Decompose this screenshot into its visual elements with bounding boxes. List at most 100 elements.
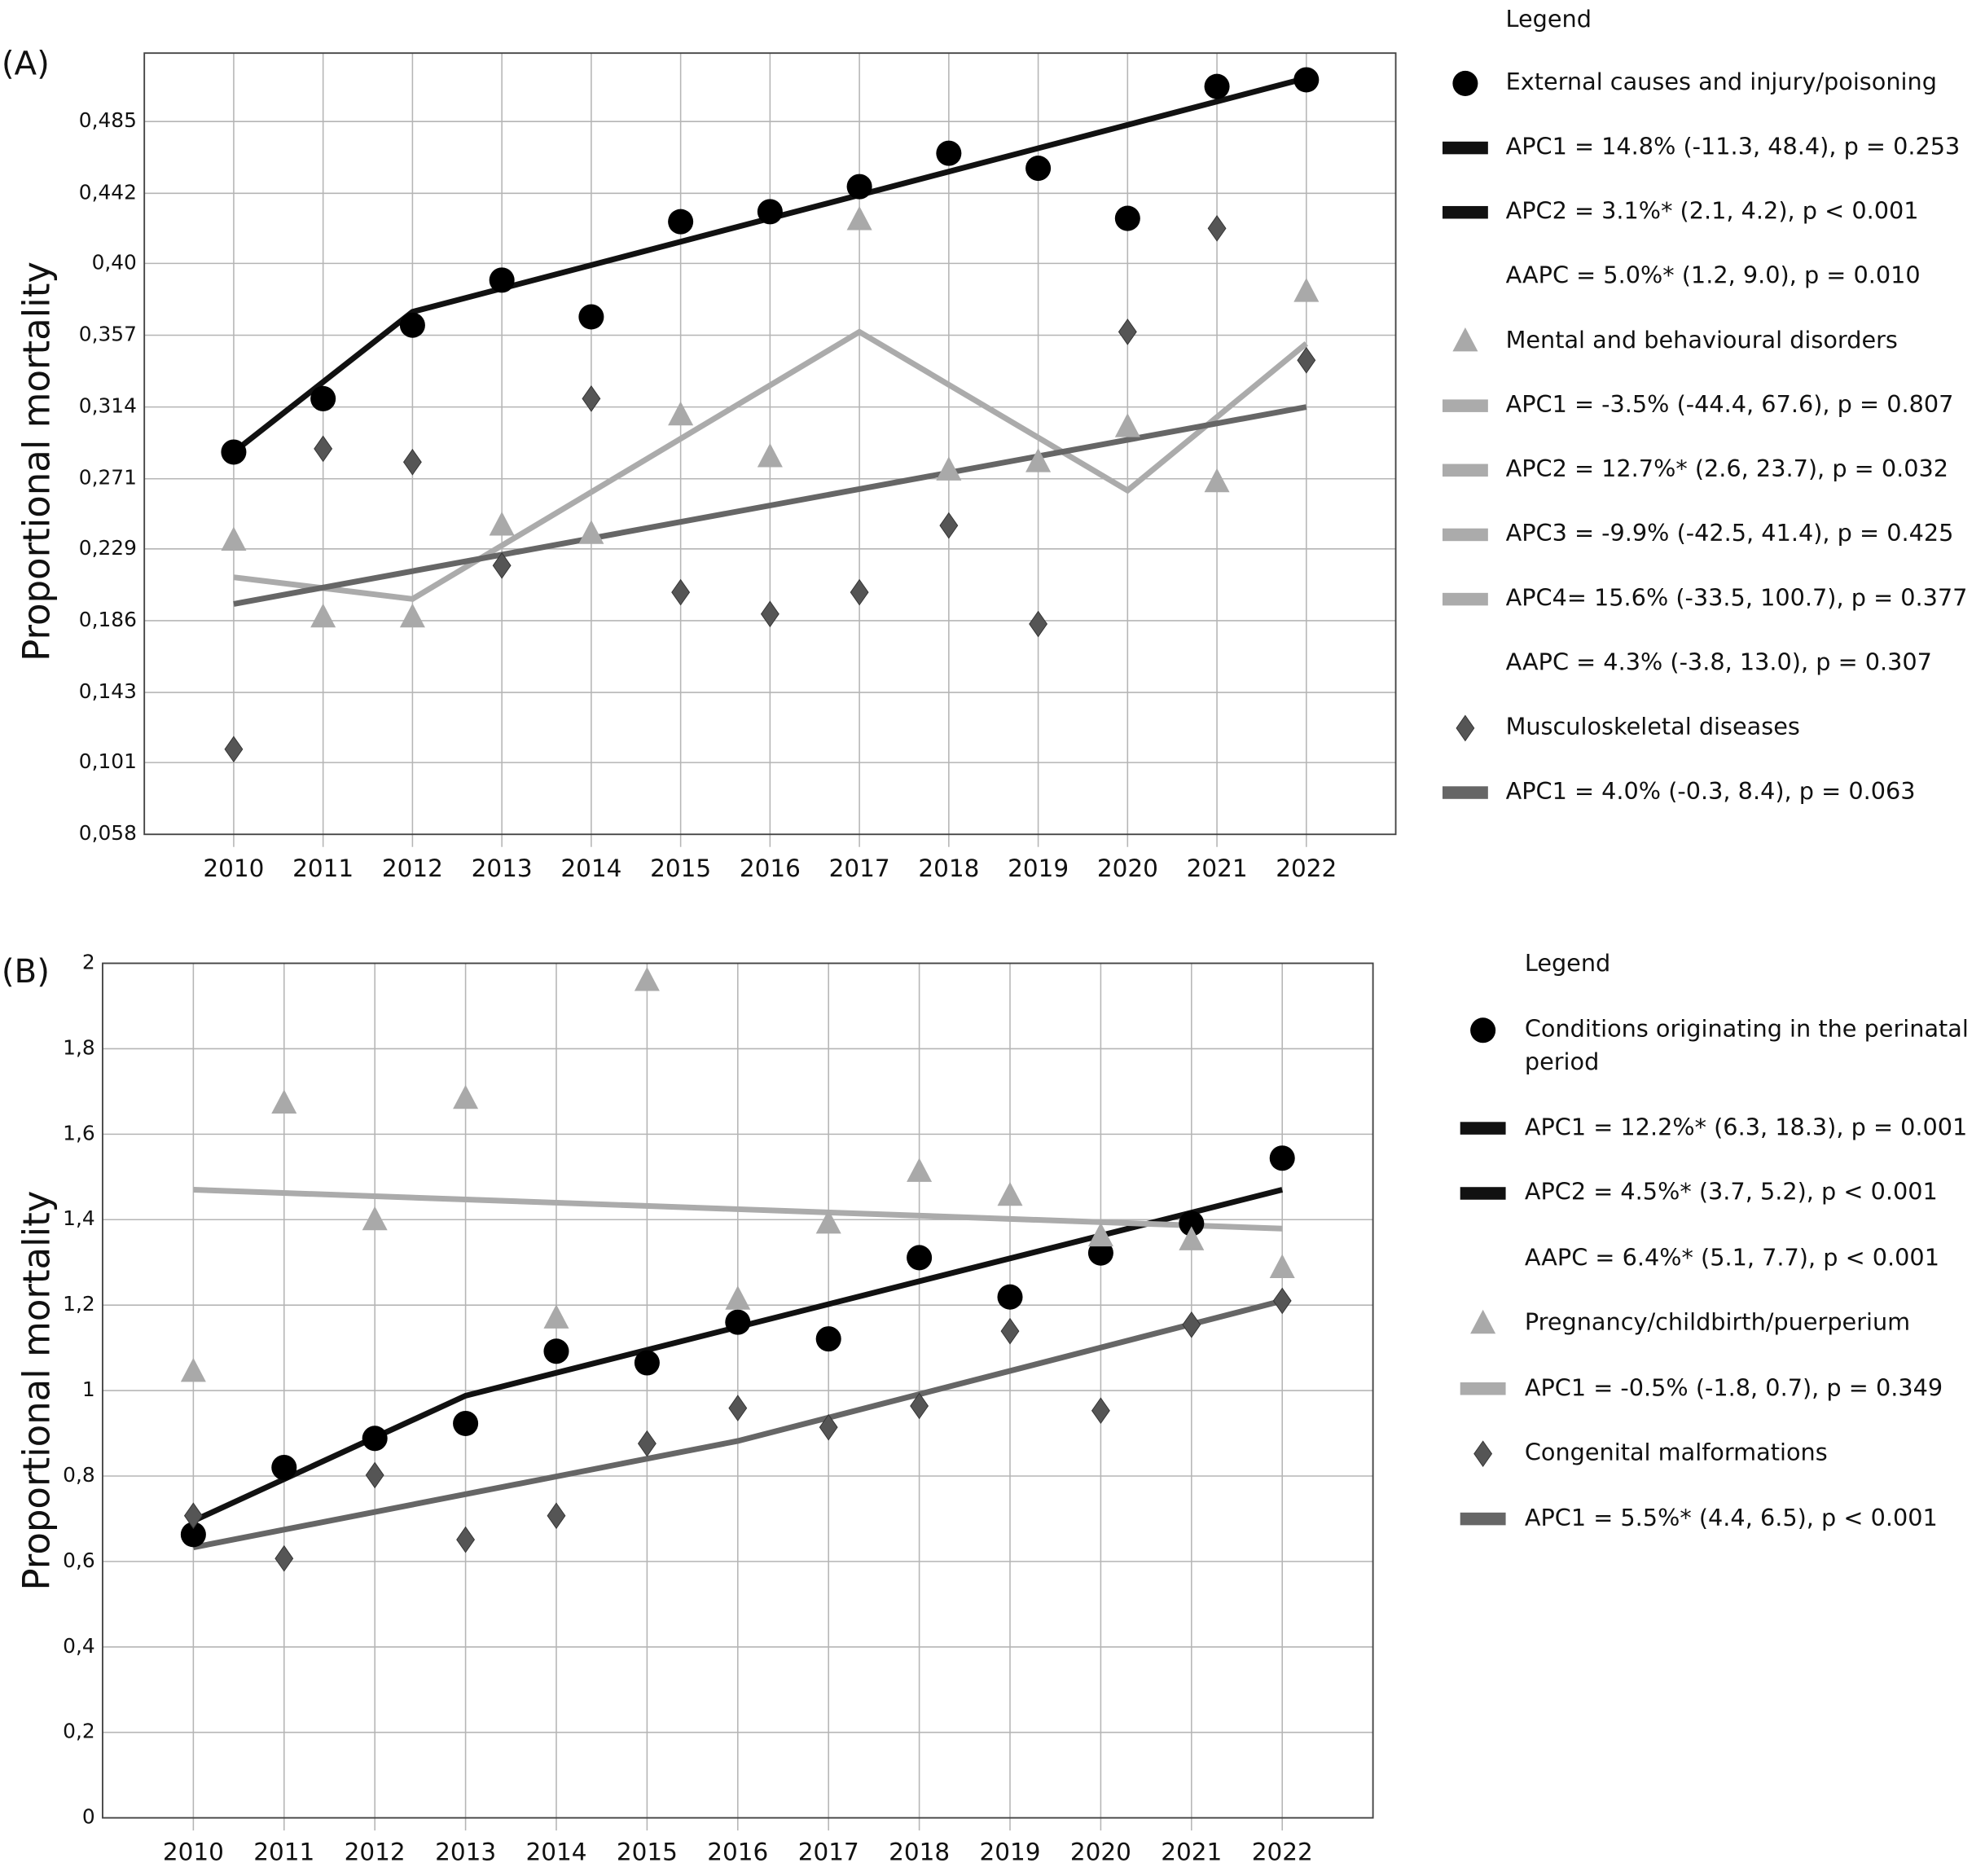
legend-label-box: AAPC = 6.4%* (5.1, 7.7), p < 0.001 bbox=[1525, 1245, 1939, 1272]
y-tick-label: 2 bbox=[82, 951, 95, 974]
legend-label: APC1 = 14.8% (-11.3, 48.4), p = 0.253 bbox=[1505, 134, 1961, 161]
point bbox=[362, 1206, 388, 1231]
y-tick-label: 0,357 bbox=[79, 323, 137, 346]
y-tick-label: 1,6 bbox=[63, 1121, 95, 1144]
point bbox=[725, 1309, 751, 1335]
legend-label-box: AAPC = 5.0%* (1.2, 9.0), p = 0.010 bbox=[1505, 262, 1921, 290]
point bbox=[936, 456, 962, 481]
point bbox=[997, 1181, 1023, 1206]
plot-frame bbox=[102, 962, 1374, 1819]
legend-label-box: Conditions originating in the perinatal … bbox=[1524, 1016, 1969, 1076]
y-tick-label: 1,4 bbox=[63, 1206, 95, 1230]
legend-label: AAPC = 5.0%* (1.2, 9.0), p = 0.010 bbox=[1505, 262, 1921, 290]
x-tick-label: 2022 bbox=[1276, 855, 1337, 882]
point bbox=[543, 1304, 569, 1329]
point bbox=[453, 1410, 479, 1436]
y-tick-label: 0,2 bbox=[63, 1720, 95, 1743]
point bbox=[757, 199, 783, 225]
legend-label-box: APC2 = 3.1%* (2.1, 4.2), p < 0.001 bbox=[1505, 198, 1919, 226]
point bbox=[907, 1158, 933, 1182]
point bbox=[850, 578, 869, 606]
x-tick-label: 2020 bbox=[1070, 1839, 1131, 1866]
point bbox=[668, 209, 694, 235]
legend-marker bbox=[1456, 714, 1475, 742]
point bbox=[310, 385, 336, 411]
point bbox=[1114, 205, 1140, 231]
point bbox=[1293, 278, 1320, 302]
point bbox=[819, 1413, 838, 1441]
legend-marker bbox=[1470, 1309, 1496, 1334]
trend-line bbox=[192, 1298, 1284, 1551]
x-tick-label: 2010 bbox=[203, 855, 264, 882]
plot-frame bbox=[143, 52, 1397, 836]
legend-label: Pregnancy/childbirth/puerperium bbox=[1524, 1309, 1911, 1337]
x-tick-label: 2018 bbox=[918, 855, 979, 882]
point bbox=[671, 578, 691, 606]
panel: (B) Proportional mortality 0 0,2 0,4 0,6 0,8 1 1… bbox=[2, 949, 1969, 1866]
legend-swatch bbox=[1460, 1382, 1506, 1395]
y-tick-label: 1,2 bbox=[63, 1292, 95, 1316]
x-tick-label: 2010 bbox=[163, 1839, 224, 1866]
legend-swatch bbox=[1442, 399, 1488, 412]
legend-label-box: APC1 = 14.8% (-11.3, 48.4), p = 0.253 bbox=[1505, 134, 1961, 161]
point bbox=[1091, 1397, 1110, 1425]
legend-label-box: APC1 = 12.2%* (6.3, 18.3), p = 0.001 bbox=[1525, 1114, 1967, 1141]
x-tick-label: 2013 bbox=[472, 855, 533, 882]
point bbox=[1087, 1240, 1113, 1266]
y-tick-label: 0,229 bbox=[79, 536, 137, 560]
y-tick-label: 0,6 bbox=[63, 1549, 95, 1572]
legend-marker bbox=[1452, 70, 1478, 96]
point bbox=[1025, 156, 1052, 182]
x-tick-label: 2014 bbox=[560, 855, 621, 882]
x-tick-label: 2016 bbox=[707, 1839, 768, 1866]
legend-label: APC3 = -9.9% (-42.5, 41.4), p = 0.425 bbox=[1505, 521, 1954, 547]
legend-swatch bbox=[1442, 786, 1488, 799]
point bbox=[1114, 413, 1140, 437]
y-tick-label: 0 bbox=[82, 1805, 95, 1829]
legend-label: APC2 = 4.5%* (3.7, 5.2), p < 0.001 bbox=[1524, 1179, 1938, 1206]
trend-line bbox=[193, 1187, 1283, 1232]
y-tick-label: 0,4 bbox=[63, 1634, 95, 1658]
point bbox=[402, 448, 422, 476]
legend-label: Congenital malformations bbox=[1524, 1439, 1828, 1467]
point bbox=[221, 526, 247, 551]
legend-title: Legend bbox=[1525, 949, 1610, 977]
y-tick-label: 0,485 bbox=[79, 108, 137, 132]
legend-label: AAPC = 4.3% (-3.8, 13.0), p = 0.307 bbox=[1505, 649, 1932, 677]
trend-line bbox=[233, 328, 1309, 602]
point bbox=[1000, 1317, 1020, 1345]
legend-label: Conditions originating in the perinatal … bbox=[1524, 1016, 1969, 1076]
legend-label-box: APC1 = 5.5%* (4.4, 6.5), p < 0.001 bbox=[1525, 1505, 1938, 1532]
point bbox=[846, 174, 872, 200]
legend-label: APC1 = 4.0% (-0.3, 8.4), p = 0.063 bbox=[1505, 778, 1916, 806]
y-tick-label: 0,442 bbox=[79, 180, 137, 204]
panel-label: (A) bbox=[2, 45, 50, 83]
x-tick-label: 2016 bbox=[740, 855, 801, 882]
point bbox=[582, 385, 601, 412]
legend-marker bbox=[1452, 327, 1478, 352]
legend-swatch bbox=[1442, 141, 1488, 155]
legend-label-box: Musculoskeletal diseases bbox=[1506, 714, 1800, 741]
point bbox=[668, 401, 694, 426]
point bbox=[725, 1285, 751, 1310]
point bbox=[1293, 67, 1320, 93]
x-tick-label: 2012 bbox=[382, 855, 443, 882]
legend-swatch bbox=[1460, 1187, 1506, 1200]
legend-label: External causes and injury/poisoning bbox=[1505, 69, 1937, 96]
legend-label-box: APC4= 15.6% (-33.5, 100.7), p = 0.377 bbox=[1506, 586, 1968, 613]
legend-label-box: APC3 = -9.9% (-42.5, 41.4), p = 0.425 bbox=[1505, 521, 1954, 547]
panel: (A) Proportional mortality 0,058 0,101 0,143… bbox=[2, 5, 1968, 882]
point bbox=[489, 512, 515, 536]
legend-label: APC2 = 3.1%* (2.1, 4.2), p < 0.001 bbox=[1505, 198, 1919, 226]
legend-label: APC1 = -0.5% (-1.8, 0.7), p = 0.349 bbox=[1524, 1374, 1943, 1402]
point bbox=[578, 520, 604, 544]
point bbox=[274, 1544, 294, 1572]
y-tick-label: 0,40 bbox=[92, 250, 137, 274]
point bbox=[578, 304, 604, 330]
point bbox=[760, 600, 780, 628]
y-tick-label: 1,8 bbox=[63, 1035, 95, 1059]
point bbox=[180, 1357, 206, 1382]
legend-label-box: AAPC = 4.3% (-3.8, 13.0), p = 0.307 bbox=[1505, 649, 1932, 677]
point bbox=[1179, 1226, 1205, 1250]
legend-label-box: APC2 = 12.7%* (2.6, 23.7), p = 0.032 bbox=[1506, 456, 1948, 483]
